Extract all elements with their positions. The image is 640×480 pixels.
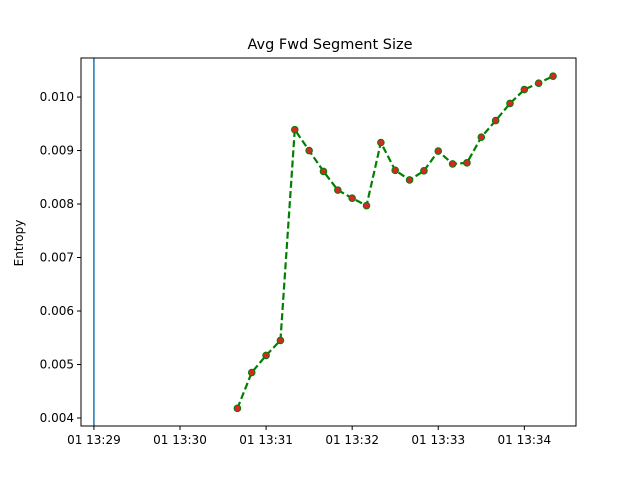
data-point — [305, 146, 313, 155]
y-axis-label: Entropy — [12, 220, 26, 267]
y-tick-label: 0.005 — [40, 357, 74, 371]
data-point — [377, 138, 385, 147]
x-tick-label: 01 13:29 — [67, 433, 121, 447]
x-tick-label: 01 13:30 — [153, 433, 207, 447]
data-point — [276, 336, 285, 345]
y-tick-label: 0.007 — [40, 251, 74, 265]
y-tick-label: 0.009 — [40, 144, 74, 158]
data-point — [319, 167, 328, 176]
data-point — [420, 167, 428, 175]
data-point — [549, 72, 557, 80]
data-point — [247, 368, 256, 377]
data-point — [477, 133, 486, 141]
x-tick-label: 01 13:33 — [411, 433, 465, 447]
y-axis: 0.004 0.005 0.006 0.007 0.008 0.009 0.010 — [40, 90, 81, 425]
y-tick-label: 0.004 — [40, 411, 74, 425]
y-tick-label: 0.006 — [40, 304, 74, 318]
plot-area — [93, 58, 557, 426]
data-point — [405, 176, 414, 184]
x-axis: 01 13:29 01 13:30 01 13:31 01 13:32 01 13:33… — [67, 426, 551, 447]
data-point — [391, 166, 400, 175]
data-point — [290, 125, 299, 134]
y-tick-label: 0.008 — [40, 197, 74, 211]
data-point — [233, 404, 242, 413]
data-point — [506, 99, 514, 108]
data-point — [262, 351, 270, 360]
data-point — [362, 201, 371, 210]
y-tick-label: 0.010 — [40, 90, 74, 104]
data-point — [534, 79, 543, 87]
plot-frame — [80, 57, 577, 427]
x-tick-label: 01 13:32 — [325, 433, 379, 447]
data-point — [520, 85, 529, 94]
x-tick-label: 01 13:31 — [239, 433, 293, 447]
x-tick-label: 01 13:34 — [498, 433, 552, 447]
data-point — [463, 159, 471, 167]
data-point — [334, 186, 342, 194]
chart-title: Avg Fwd Segment Size — [247, 37, 412, 53]
data-point — [434, 147, 443, 155]
data-point — [491, 116, 500, 125]
data-point — [348, 194, 356, 202]
data-point — [448, 160, 457, 168]
